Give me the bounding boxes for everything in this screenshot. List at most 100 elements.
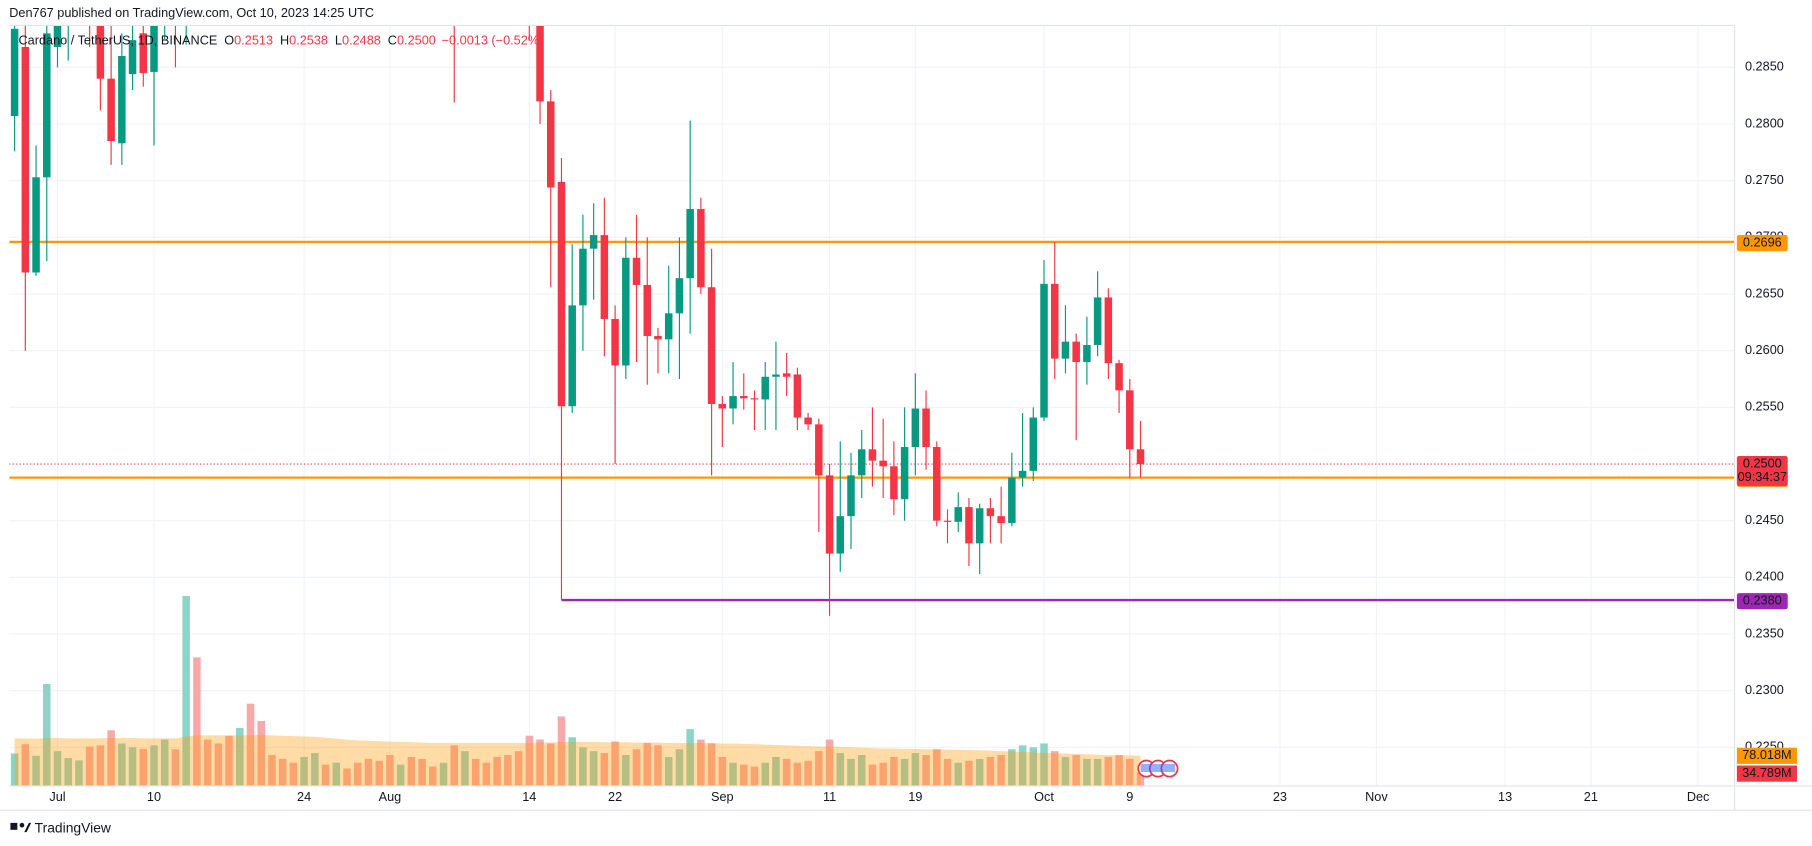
volume-bar (965, 760, 973, 786)
candle-body (815, 424, 823, 476)
y-tick-label: 0.2850 (1745, 59, 1784, 74)
volume-bar (482, 762, 491, 786)
volume-bar (278, 758, 287, 786)
legend-value: 0.2538 (289, 33, 328, 48)
x-tick-label: Sep (711, 789, 734, 804)
volume-bar (1008, 749, 1016, 786)
volume-bar (847, 758, 855, 786)
candle-body (1115, 363, 1123, 391)
logo: TradingView (10, 819, 112, 835)
volume-bar (632, 749, 641, 786)
volume-bar (579, 747, 587, 786)
candle-body (1061, 341, 1070, 359)
legend: Cardano / TetherUS, 1D, BINANCE O0.2513 H0… (18, 33, 543, 48)
volume-bar (75, 760, 83, 786)
volume-bar (386, 755, 394, 786)
volume-bar (997, 755, 1005, 786)
volume-bar (782, 758, 791, 786)
legend-key: C (388, 33, 397, 48)
last-price-label-box (1736, 455, 1788, 486)
volume-bar (1104, 756, 1113, 786)
y-tick-label: 0.2450 (1745, 512, 1784, 527)
x-tick-label: Dec (1687, 789, 1710, 804)
volume-bar (128, 747, 137, 786)
y-tick-label: 0.2750 (1745, 172, 1784, 187)
volume-bar (203, 739, 212, 786)
level-label: 0.2696 (1743, 234, 1782, 249)
volume-pane (10, 595, 1145, 786)
candle-body (43, 33, 51, 178)
volume-bar (536, 739, 544, 786)
candle-body (150, 25, 158, 72)
candle-body (536, 25, 544, 102)
x-tick-label: 9 (1126, 789, 1133, 804)
candle-body (922, 408, 930, 448)
candle-body (1104, 297, 1113, 364)
candle-body (707, 287, 716, 404)
volume-bar (793, 762, 802, 786)
volume-bar (246, 703, 255, 786)
volume-bar (64, 758, 72, 786)
volume-bar (289, 762, 298, 786)
y-tick-label: 0.2600 (1745, 342, 1784, 357)
volume-bar (954, 762, 962, 786)
candle-body (793, 374, 802, 418)
y-tick-label: 0.2300 (1745, 682, 1784, 697)
volume-ma-label-box (1736, 747, 1797, 764)
candle-body (675, 278, 684, 314)
last-price-label: 0.2500 (1743, 455, 1782, 470)
candle-body (911, 408, 920, 448)
x-tick-label: 13 (1498, 789, 1512, 804)
candle-body (53, 25, 62, 47)
axes: 0.28500.28000.27500.27000.26500.26000.25… (49, 59, 1797, 804)
y-tick-label: 0.2350 (1745, 625, 1784, 640)
candle-body (1008, 477, 1016, 523)
volume-bar (761, 762, 769, 786)
candle-body (825, 475, 834, 554)
volume-bar (547, 743, 555, 786)
volume-bar (1029, 747, 1038, 786)
candle-body (1083, 345, 1091, 363)
volume-bar (933, 749, 941, 786)
volume-bar (1072, 755, 1080, 786)
volume-bar (868, 764, 877, 786)
candle-body (836, 516, 845, 554)
candle-body (1072, 341, 1080, 363)
candle-body (729, 396, 737, 409)
x-tick-label: 14 (522, 789, 536, 804)
legend-change: −0.0013 (−0.52%) (442, 33, 544, 48)
volume-bar (1083, 758, 1091, 786)
volume-bar (332, 762, 341, 786)
volume-bar (139, 748, 148, 786)
volume-bar (836, 753, 845, 786)
volume-bar (53, 751, 62, 786)
volume-bar (975, 758, 984, 786)
volume-bar (321, 764, 330, 786)
candle-body (900, 447, 909, 500)
candle-body (96, 25, 105, 79)
candle-body (1126, 390, 1134, 450)
volume-label-box (1736, 765, 1797, 782)
x-tick-label: Oct (1034, 789, 1054, 804)
volume-bar (21, 744, 30, 786)
legend-key: H (280, 33, 289, 48)
volume-bar (396, 764, 405, 786)
y-tick-label: 0.2650 (1745, 285, 1784, 300)
level-label: 0.2380 (1743, 593, 1782, 608)
header: Den767 published on TradingView.com, Oct… (9, 5, 374, 20)
candle-body (622, 257, 630, 366)
grid (9, 25, 1735, 786)
candle-body (718, 403, 727, 409)
volume-bar (697, 739, 705, 786)
candle-body (868, 449, 877, 461)
candle-body (847, 475, 855, 517)
level-label-box (1736, 234, 1788, 252)
last-price-label-countdown: 09:34:37 (1738, 469, 1787, 484)
volume-bar (729, 762, 737, 786)
x-tick-label: 22 (608, 789, 622, 804)
candle-body (1018, 470, 1027, 478)
level-label-box (1736, 593, 1788, 610)
volume-bar (589, 751, 598, 786)
footer-brand: TradingView (35, 819, 112, 835)
